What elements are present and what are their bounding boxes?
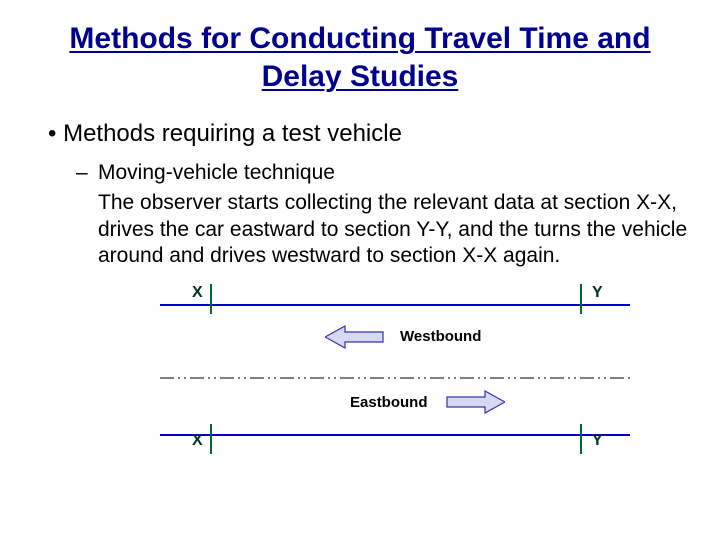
section-y-bottom — [580, 424, 582, 454]
label-westbound: Westbound — [400, 328, 481, 345]
slide-title: Methods for Conducting Travel Time and D… — [30, 20, 690, 95]
label-y-top: Y — [592, 284, 603, 302]
label-x-bottom: X — [192, 432, 203, 450]
road-diagram: X Y X Y Westbound Eastbound — [160, 284, 630, 454]
label-y-bottom: Y — [592, 432, 603, 450]
section-y-top — [580, 284, 582, 314]
section-x-bottom — [210, 424, 212, 454]
body-paragraph: The observer starts collecting the relev… — [98, 190, 690, 269]
section-x-top — [210, 284, 212, 314]
label-eastbound: Eastbound — [350, 394, 428, 411]
arrow-eastbound-icon — [445, 389, 505, 420]
bullet-level-2: Moving-vehicle technique — [98, 160, 690, 186]
road-edge-top — [160, 304, 630, 306]
label-x-top: X — [192, 284, 203, 302]
bullet-level-1: Methods requiring a test vehicle — [48, 120, 690, 148]
road-edge-bottom — [160, 434, 630, 436]
arrow-westbound-icon — [325, 324, 385, 355]
